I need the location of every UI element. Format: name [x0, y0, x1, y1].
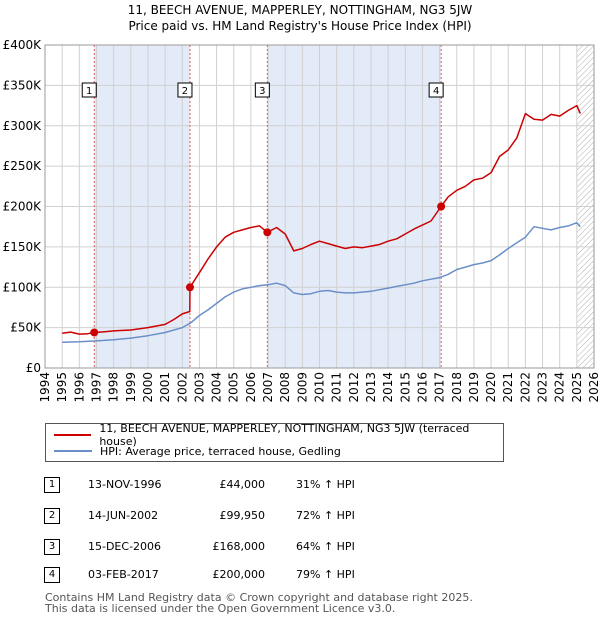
x-tick-label: 2014 [381, 372, 395, 403]
sale-date: 15-DEC-2006 [88, 540, 162, 553]
x-tick-label: 2019 [467, 372, 481, 403]
sale-number-badge: 1 [44, 477, 60, 493]
sale-point [185, 283, 194, 292]
price-chart: 1 2 3 4 £0 £50K £100K £150K £200K £250K £300K £350K… [3, 38, 600, 403]
sale-point [90, 328, 99, 337]
sale-number-badge: 4 [44, 567, 60, 583]
x-tick-label: 2026 [587, 372, 600, 403]
x-tick-label: 2017 [433, 372, 447, 403]
sale-label-number: 1 [86, 86, 92, 97]
x-tick-label: 2002 [175, 372, 189, 403]
sale-label-number: 3 [259, 86, 265, 97]
x-tick-label: 2025 [570, 372, 584, 403]
legend: 11, BEECH AVENUE, MAPPERLEY, NOTTINGHAM,… [45, 422, 504, 462]
chart-title-line1: 11, BEECH AVENUE, MAPPERLEY, NOTTINGHAM,… [127, 3, 473, 17]
footer-copyright: Contains HM Land Registry data © Crown c… [45, 591, 473, 604]
x-tick-label: 2023 [536, 372, 550, 403]
plot-border [44, 44, 595, 369]
x-tick-label: 2013 [364, 372, 378, 403]
x-tick-label: 2009 [295, 372, 309, 403]
x-tick-label: 2005 [227, 372, 241, 403]
x-tick-label: 1995 [55, 372, 69, 403]
x-tick-label: 2024 [553, 372, 567, 403]
sale-date: 03-FEB-2017 [88, 568, 159, 581]
sale-hpi-diff: 79% ↑ HPI [296, 568, 355, 581]
x-tick-label: 2000 [141, 372, 155, 403]
legend-label-hpi: HPI: Average price, terraced house, Gedl… [100, 444, 341, 458]
x-tick-label: 2007 [261, 372, 275, 403]
footer-licence: This data is licensed under the Open Gov… [45, 602, 396, 615]
x-tick-label: 1994 [38, 372, 52, 403]
sale-row: 3 15-DEC-2006 £168,000 64% ↑ HPI [0, 539, 600, 557]
x-tick-label: 2011 [330, 372, 344, 403]
legend-label-price: 11, BEECH AVENUE, MAPPERLEY, NOTTINGHAM,… [99, 422, 470, 448]
x-tick-label: 1999 [124, 372, 138, 403]
y-tick-label: £150K [3, 240, 43, 254]
sale-hpi-diff: 64% ↑ HPI [296, 540, 355, 553]
x-tick-label: 2018 [450, 372, 464, 403]
x-tick-label: 2015 [398, 372, 412, 403]
x-tick-label: 2016 [415, 372, 429, 403]
sale-number-badge: 2 [44, 508, 60, 524]
sale-row: 2 14-JUN-2002 £99,950 72% ↑ HPI [0, 508, 600, 526]
hpi-line [62, 221, 581, 343]
y-tick-label: £200K [3, 200, 43, 214]
sale-price: £168,000 [212, 540, 266, 553]
x-tick-label: 2021 [501, 372, 515, 403]
x-tick-label: 1998 [107, 372, 121, 403]
y-tick-label: £250K [3, 159, 43, 173]
sale-date: 14-JUN-2002 [88, 509, 159, 522]
x-tick-label: 2004 [210, 372, 224, 403]
x-tick-label: 2012 [347, 372, 361, 403]
sale-label-box [81, 82, 97, 98]
y-tick-label: £350K [3, 78, 43, 92]
x-tick-label: 2006 [244, 372, 258, 403]
x-tick-label: 2008 [278, 372, 292, 403]
sale-price: £44,000 [219, 478, 266, 491]
price-paid-line [62, 104, 581, 335]
sale-label-number: 4 [433, 86, 439, 97]
sale-row: 4 03-FEB-2017 £200,000 79% ↑ HPI [0, 567, 600, 585]
legend-item-hpi: HPI: Average price, terraced house, Gedl… [54, 443, 341, 459]
x-tick-label: 1997 [89, 372, 103, 403]
y-tick-label: £50K [10, 321, 42, 335]
sale-price: £200,000 [212, 568, 266, 581]
x-tick-label: 2022 [518, 372, 532, 403]
legend-item-price: 11, BEECH AVENUE, MAPPERLEY, NOTTINGHAM,… [54, 422, 503, 448]
sale-point [437, 202, 446, 211]
sale-number-badge: 3 [44, 539, 60, 555]
sale-label-number: 2 [182, 86, 188, 97]
sale-row: 1 13-NOV-1996 £44,000 31% ↑ HPI [0, 477, 600, 495]
legend-swatch-price [54, 434, 92, 436]
y-tick-label: £100K [3, 280, 43, 294]
x-tick-label: 1996 [72, 372, 86, 403]
x-tick-label: 2020 [484, 372, 498, 403]
sale-hpi-diff: 72% ↑ HPI [296, 509, 355, 522]
y-tick-label: £300K [3, 119, 43, 133]
sale-point [263, 228, 272, 237]
sale-hpi-diff: 31% ↑ HPI [296, 478, 355, 491]
sale-label-box [428, 82, 444, 98]
sale-label-box [254, 82, 270, 98]
x-tick-label: 2010 [313, 372, 327, 403]
x-tick-label: 2003 [192, 372, 206, 403]
sale-price: £99,950 [219, 509, 266, 522]
sale-label-box [177, 82, 193, 98]
y-tick-label: £0 [26, 361, 41, 375]
chart-title-line2: Price paid vs. HM Land Registry's House … [128, 19, 472, 33]
legend-swatch-hpi [54, 450, 92, 452]
sale-date: 13-NOV-1996 [88, 478, 162, 491]
y-tick-label: £400K [3, 38, 43, 52]
x-tick-label: 2001 [158, 372, 172, 403]
